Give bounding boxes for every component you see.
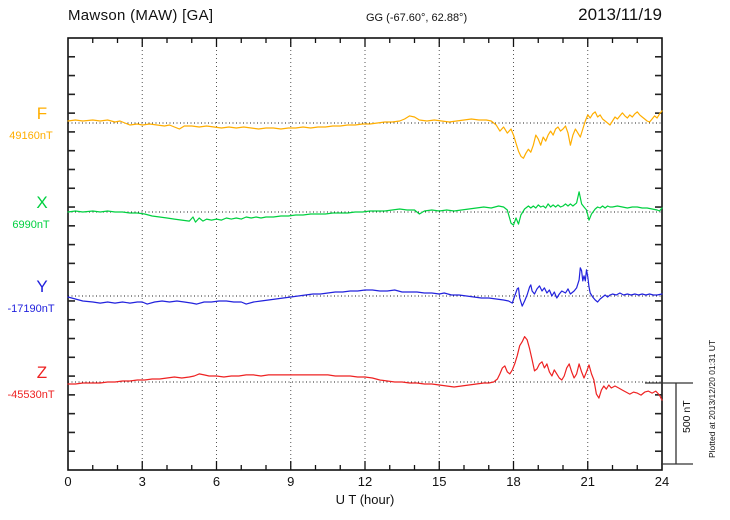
plotted-at-note: Plotted at 2013/12/20 01:31 UT	[707, 339, 717, 459]
x-tick-label-3: 3	[138, 474, 146, 489]
x-tick-label-12: 12	[357, 474, 373, 489]
station-title: Mawson (MAW) [GA]	[68, 7, 214, 24]
trace-Y	[67, 267, 663, 307]
scale-bar-label: 500 nT	[681, 400, 693, 434]
channel-f-base-value: 49160nT	[9, 130, 53, 142]
channel-y-label: Y	[36, 277, 48, 296]
channel-z-label: Z	[36, 363, 48, 382]
channel-x-base-value: 6990nT	[12, 219, 50, 231]
x-tick-label-9: 9	[287, 474, 295, 489]
channel-y-base-value: -17190nT	[7, 303, 55, 315]
plot-date: 2013/11/19	[578, 5, 662, 24]
x-tick-label-0: 0	[64, 474, 72, 489]
x-tick-label-6: 6	[212, 474, 221, 489]
trace-X	[67, 191, 663, 226]
x-axis-label: U T (hour)	[335, 492, 395, 507]
trace-F	[67, 110, 663, 159]
x-tick-label-18: 18	[506, 474, 521, 489]
x-tick-label-24: 24	[654, 474, 670, 489]
x-tick-label-15: 15	[432, 474, 447, 489]
x-tick-label-21: 21	[580, 474, 595, 489]
channel-z-base-value: -45530nT	[7, 389, 55, 401]
gg-coordinates: GG (-67.60°, 62.88°)	[366, 12, 468, 24]
channel-f-label: F	[36, 104, 48, 123]
channel-x-label: X	[36, 193, 48, 212]
trace-Z	[67, 336, 663, 401]
